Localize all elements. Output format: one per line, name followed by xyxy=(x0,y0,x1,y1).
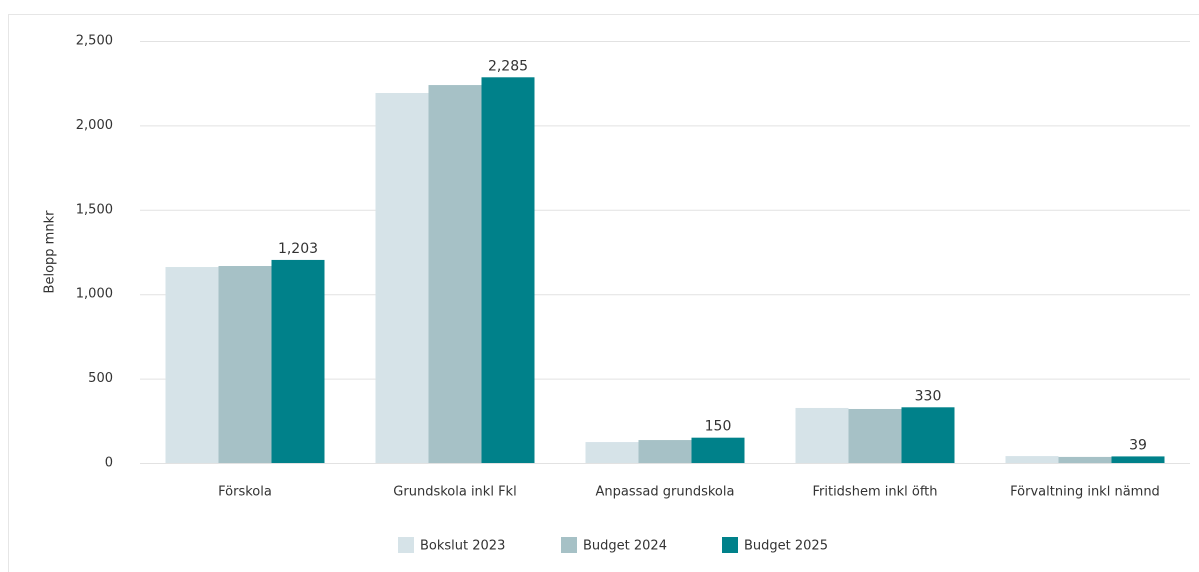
bar xyxy=(481,77,535,464)
bar xyxy=(1111,456,1165,463)
bar xyxy=(848,408,902,463)
y-tick-label: 1,500 xyxy=(76,202,113,217)
x-tick-label: Anpassad grundskola xyxy=(596,485,735,500)
x-tick-label: Fritidshem inkl öfth xyxy=(812,485,937,500)
bar xyxy=(375,92,429,463)
bar xyxy=(271,259,325,463)
legend-label: Bokslut 2023 xyxy=(420,539,505,554)
x-tick-label: Förvaltning inkl nämnd xyxy=(1010,485,1160,500)
data-label: 1,203 xyxy=(278,241,318,257)
data-label: 330 xyxy=(915,388,942,404)
y-axis-label: Belopp mnkr xyxy=(43,210,58,294)
data-label: 39 xyxy=(1129,437,1147,453)
x-tick-label: Förskola xyxy=(218,485,272,500)
bar xyxy=(691,437,745,463)
legend-swatch xyxy=(398,537,414,553)
bar xyxy=(1058,456,1112,463)
bar xyxy=(1005,456,1059,463)
y-tick-label: 0 xyxy=(105,456,113,471)
bar xyxy=(901,407,955,463)
legend-label: Budget 2025 xyxy=(744,539,828,554)
x-tick-label: Grundskola inkl Fkl xyxy=(393,485,516,500)
y-tick-label: 500 xyxy=(88,371,113,386)
bar xyxy=(218,266,272,463)
y-tick-label: 1,000 xyxy=(76,287,113,302)
legend-swatch xyxy=(561,537,577,553)
data-label: 2,285 xyxy=(488,58,528,74)
bar xyxy=(585,442,639,463)
data-label: 150 xyxy=(705,419,732,435)
bar xyxy=(428,85,482,464)
bar xyxy=(795,407,849,463)
legend-label: Budget 2024 xyxy=(583,539,667,554)
bar xyxy=(638,440,692,463)
y-tick-label: 2,000 xyxy=(76,118,113,133)
y-tick-label: 2,500 xyxy=(76,34,113,49)
bar xyxy=(165,267,219,463)
legend-swatch xyxy=(722,537,738,553)
